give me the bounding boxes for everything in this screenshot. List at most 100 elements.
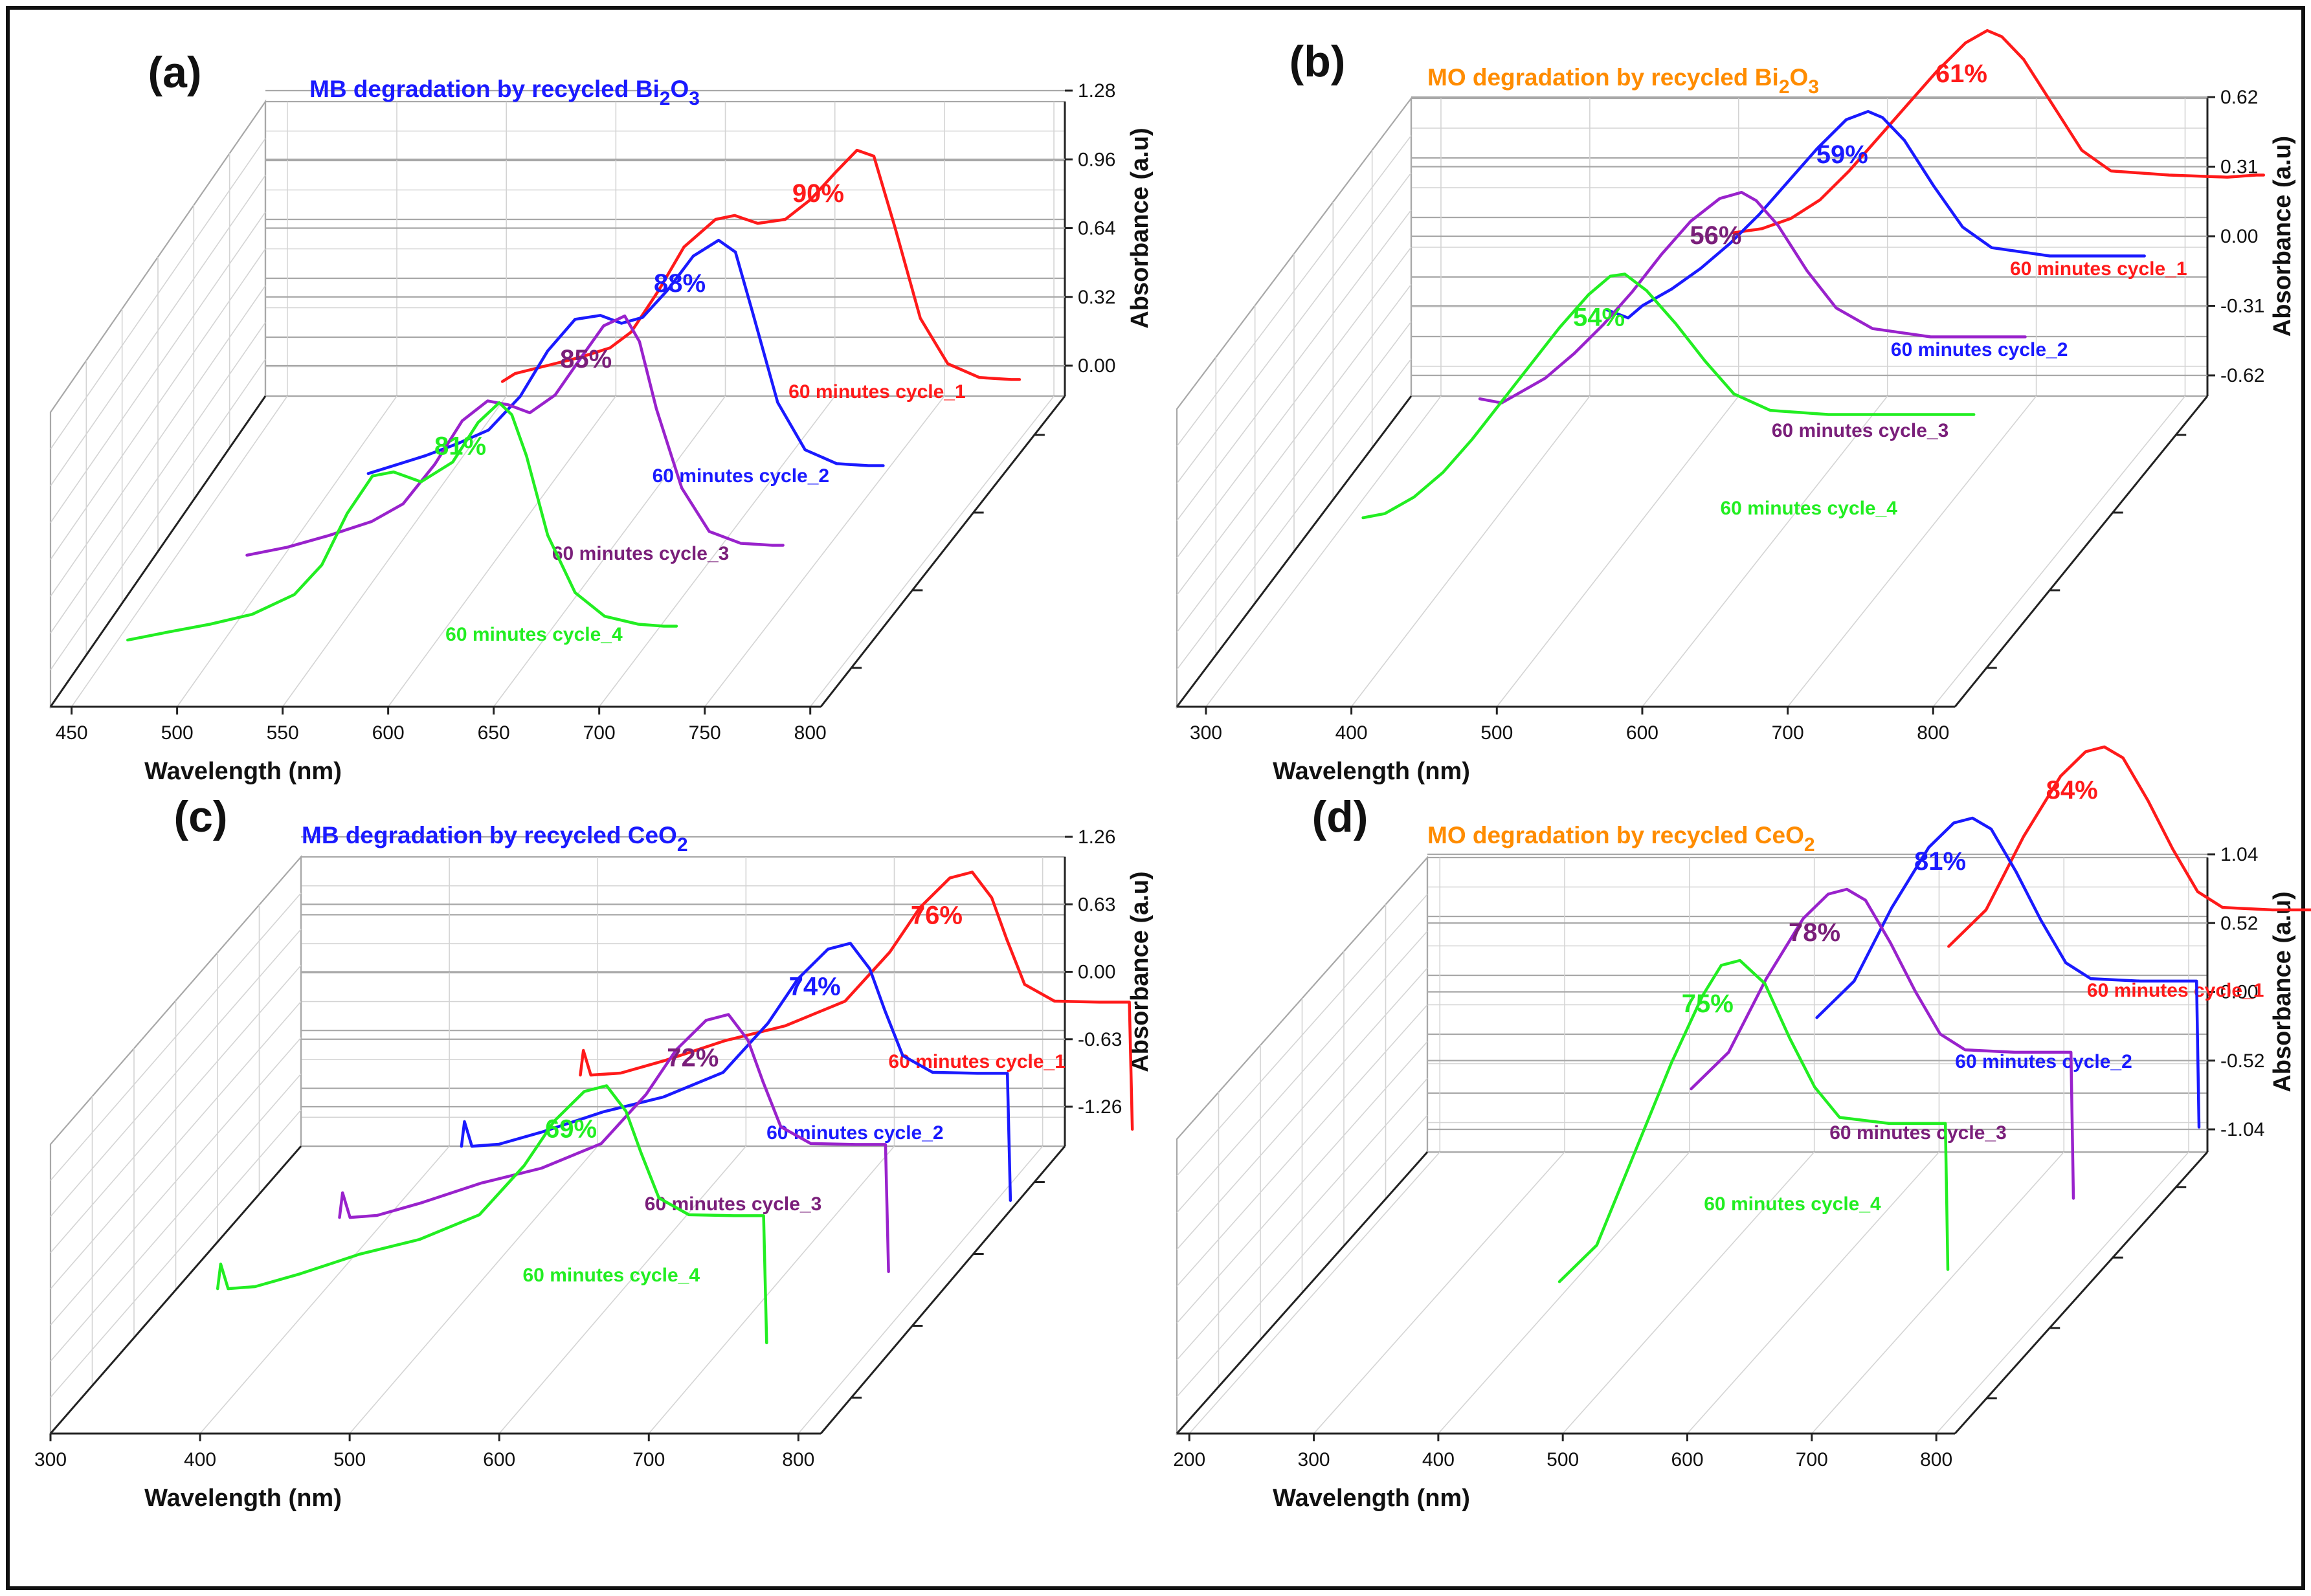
x-tick-label: 300 bbox=[1190, 722, 1222, 744]
panels: 450 500 550 600 650 700 750 800 Wavelength (nm) 1… bbox=[34, 28, 2311, 1512]
side-wall-gridline bbox=[1176, 931, 1428, 1214]
series-label: 60 minutes cycle_2 bbox=[1955, 1051, 2132, 1072]
x-tick-label: 200 bbox=[1173, 1449, 1205, 1470]
x-axis-title: Wavelength (nm) bbox=[1273, 758, 1470, 785]
floor-gridline bbox=[1811, 1151, 2064, 1434]
trace-line-cycle-1 bbox=[1731, 28, 2266, 235]
trace-line-cycle-1 bbox=[1947, 745, 2311, 948]
z-tick-label: 0.00 bbox=[1078, 355, 1115, 377]
trace-line-cycle-2 bbox=[460, 942, 1012, 1203]
side-wall-gridline bbox=[50, 175, 266, 487]
floor-gridline bbox=[810, 395, 1055, 707]
x-tick-label: 500 bbox=[1480, 722, 1513, 744]
series-label: 60 minutes cycle_3 bbox=[1772, 420, 1949, 441]
x-tick-label: 600 bbox=[372, 722, 405, 744]
left-depth-edge bbox=[49, 395, 267, 707]
peak-percent-label: 76% bbox=[911, 901, 963, 929]
peak-percent-label: 78% bbox=[1789, 918, 1840, 947]
side-wall-gridline bbox=[50, 1037, 302, 1325]
floor-gridline bbox=[1562, 1151, 1815, 1434]
z-tick-label: 0.63 bbox=[1078, 894, 1115, 915]
x-tick-label: 600 bbox=[1671, 1449, 1703, 1470]
side-wall-gridline bbox=[50, 1073, 302, 1362]
panel-label: (b) bbox=[1289, 37, 1346, 86]
x-axis-title: Wavelength (nm) bbox=[144, 758, 342, 785]
z-axis-title: Absorbance (a.u) bbox=[1126, 127, 1154, 328]
floor-gridline bbox=[1496, 395, 1739, 707]
peak-percent-label: 61% bbox=[1936, 60, 1987, 88]
x-tick-label: 500 bbox=[1546, 1449, 1579, 1470]
floor-gridline bbox=[704, 395, 945, 707]
x-axis-title: Wavelength (nm) bbox=[1273, 1485, 1470, 1512]
x-tick-label: 500 bbox=[333, 1449, 366, 1470]
x-tick-label: 400 bbox=[184, 1449, 216, 1470]
series-label: 60 minutes cycle_1 bbox=[2010, 258, 2187, 280]
x-axis-title: Wavelength (nm) bbox=[144, 1485, 342, 1512]
panel-label: (d) bbox=[1312, 792, 1368, 841]
trace-line-cycle-4 bbox=[216, 1084, 768, 1345]
depth-axis-line bbox=[1954, 1151, 2209, 1435]
floor-gridline bbox=[1787, 395, 2037, 707]
figure-border bbox=[6, 6, 2305, 1590]
side-wall-gridline bbox=[50, 138, 266, 450]
left-depth-edge bbox=[49, 1146, 302, 1434]
x-tick-label: 700 bbox=[1796, 1449, 1828, 1470]
side-wall-gridline bbox=[50, 1109, 302, 1398]
peak-percent-label: 85% bbox=[560, 345, 612, 373]
trace-line-cycle-2 bbox=[1815, 816, 2201, 1129]
trace-line-cycle-3 bbox=[1478, 190, 2027, 405]
side-wall-gridline bbox=[50, 249, 266, 560]
floor-gridline bbox=[1313, 1151, 1565, 1434]
floor-gridline bbox=[1932, 395, 2186, 707]
z-tick-label: 1.26 bbox=[1078, 826, 1115, 848]
peak-percent-label: 81% bbox=[1914, 847, 1966, 876]
side-wall-gridline bbox=[50, 359, 266, 671]
floor-plane bbox=[1175, 395, 2209, 708]
z-tick-label: -1.04 bbox=[2220, 1119, 2264, 1140]
title-main: MB degradation by recycled CeO bbox=[302, 822, 677, 848]
z-tick-label: -0.31 bbox=[2220, 296, 2264, 317]
peak-percent-label: 90% bbox=[792, 179, 844, 208]
x-tick-label: 400 bbox=[1422, 1449, 1455, 1470]
x-tick-label: 550 bbox=[267, 722, 299, 744]
chart-panel-3: 300 400 500 600 700 800 Wavelength (nm) 1.26 0.6… bbox=[34, 792, 1154, 1512]
x-tick-label: 700 bbox=[583, 722, 616, 744]
x-tick-label: 400 bbox=[1335, 722, 1368, 744]
left-depth-edge bbox=[1176, 395, 1412, 707]
side-wall-gridline bbox=[50, 892, 302, 1181]
z-tick-label: 1.28 bbox=[1078, 80, 1115, 102]
side-wall-gridline bbox=[1176, 321, 1412, 633]
peak-percent-label: 69% bbox=[545, 1114, 597, 1143]
title-part: 2 bbox=[1804, 834, 1815, 856]
z-tick-label: 1.04 bbox=[2220, 844, 2258, 865]
x-tick-label: 300 bbox=[34, 1449, 67, 1470]
floor-plane bbox=[1175, 1151, 2209, 1435]
x-tick-label: 450 bbox=[56, 722, 88, 744]
trace-line-cycle-4 bbox=[1361, 272, 1976, 520]
peak-percent-label: 72% bbox=[667, 1043, 719, 1072]
z-tick-label: 0.00 bbox=[2220, 226, 2258, 247]
floor-gridline bbox=[493, 395, 726, 707]
trace-line-cycle-3 bbox=[338, 1013, 890, 1274]
floor-gridline bbox=[349, 1146, 598, 1434]
side-wall-gridline bbox=[1176, 968, 1428, 1250]
series-label: 60 minutes cycle_3 bbox=[552, 543, 730, 564]
x-tick-label: 750 bbox=[689, 722, 721, 744]
floor-gridline bbox=[599, 395, 836, 707]
z-tick-label: 0.32 bbox=[1078, 287, 1115, 308]
chart-panel-1: 450 500 550 600 650 700 750 800 Wavelength (nm) 1… bbox=[49, 48, 1154, 785]
depth-axis-line bbox=[820, 1146, 1066, 1434]
z-tick-label: -0.52 bbox=[2220, 1050, 2264, 1072]
peak-percent-label: 56% bbox=[1690, 221, 1741, 250]
side-wall-gridline bbox=[1176, 1041, 1428, 1324]
peak-percent-label: 74% bbox=[789, 972, 841, 1001]
peak-percent-label: 59% bbox=[1816, 140, 1868, 169]
title-main: MO degradation by recycled CeO bbox=[1427, 822, 1804, 848]
side-wall-gridline bbox=[1176, 894, 1428, 1177]
side-wall-gridline bbox=[1176, 284, 1412, 595]
depth-axis-line bbox=[820, 395, 1066, 707]
side-wall-gridline bbox=[1176, 1078, 1428, 1360]
floor-gridline bbox=[1350, 395, 1591, 707]
x-tick-label: 800 bbox=[794, 722, 827, 744]
trace-line-cycle-3 bbox=[1690, 887, 2075, 1200]
